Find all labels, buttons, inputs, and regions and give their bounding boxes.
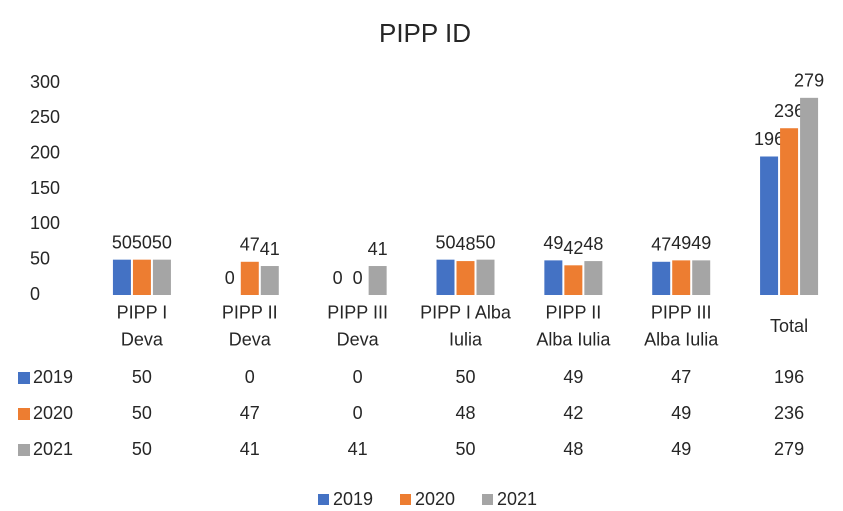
table-cell: 0 — [353, 403, 363, 423]
data-label: 50 — [475, 232, 495, 252]
x-tick-label: PIPP III Deva — [327, 302, 388, 349]
table-cell: 47 — [240, 403, 260, 423]
legend-label: 2020 — [415, 489, 455, 509]
table-cell: 41 — [240, 439, 260, 459]
table-row-label: 2019 — [33, 367, 73, 387]
data-label: 0 — [225, 268, 235, 288]
data-label: 49 — [671, 233, 691, 253]
table-cell: 236 — [774, 403, 804, 423]
y-tick-label: 250 — [30, 107, 60, 127]
table-cell: 279 — [774, 439, 804, 459]
table-cell: 50 — [132, 403, 152, 423]
legend-label: 2021 — [497, 489, 537, 509]
table-row-label: 2020 — [33, 403, 73, 423]
bar — [132, 259, 151, 295]
y-tick-label: 50 — [30, 248, 50, 268]
data-label: 47 — [651, 235, 671, 255]
data-label: 236 — [774, 101, 804, 121]
bar — [260, 266, 279, 295]
y-tick-label: 0 — [30, 284, 40, 304]
bar — [800, 97, 819, 295]
table-cell: 48 — [455, 403, 475, 423]
bar — [672, 260, 691, 295]
bar — [652, 261, 671, 295]
legend-key — [318, 494, 329, 505]
x-tick-label: PIPP II Deva — [222, 302, 278, 349]
table-cell: 48 — [563, 439, 583, 459]
chart-title: PIPP ID — [379, 18, 471, 48]
x-tick-label: PIPP I Alba Iulia — [420, 302, 512, 349]
y-tick-label: 200 — [30, 142, 60, 162]
y-tick-label: 300 — [30, 72, 60, 92]
data-label: 48 — [583, 234, 603, 254]
table-cell: 50 — [455, 439, 475, 459]
table-cell: 49 — [563, 367, 583, 387]
data-label: 279 — [794, 71, 824, 91]
data-label: 48 — [455, 234, 475, 254]
table-cell: 50 — [132, 439, 152, 459]
table-cell: 0 — [353, 367, 363, 387]
bar — [436, 259, 455, 295]
y-tick-label: 100 — [30, 213, 60, 233]
bar — [544, 260, 563, 295]
x-tick-label: Total — [770, 316, 808, 336]
data-label: 50 — [435, 232, 455, 252]
table-cell: 50 — [132, 367, 152, 387]
x-tick-label: PIPP III Alba Iulia — [644, 302, 719, 349]
table-cell: 49 — [671, 439, 691, 459]
table-row-label: 2021 — [33, 439, 73, 459]
data-label: 196 — [754, 129, 784, 149]
bar — [456, 261, 475, 295]
legend-key — [482, 494, 493, 505]
table-legend-key — [18, 408, 30, 420]
data-label: 50 — [112, 232, 132, 252]
legend-key — [400, 494, 411, 505]
data-label: 49 — [691, 233, 711, 253]
data-label: 47 — [240, 235, 260, 255]
data-label: 49 — [543, 233, 563, 253]
bar — [564, 265, 583, 295]
data-label: 0 — [353, 268, 363, 288]
bar — [692, 260, 711, 295]
table-legend-key — [18, 444, 30, 456]
bar — [112, 259, 131, 295]
data-label: 50 — [152, 232, 172, 252]
bar — [476, 259, 495, 295]
table-legend-key — [18, 372, 30, 384]
table-cell: 50 — [455, 367, 475, 387]
x-tick-label: PIPP I Deva — [117, 302, 168, 349]
data-label: 41 — [368, 239, 388, 259]
bar — [584, 261, 603, 295]
data-label: 41 — [260, 239, 280, 259]
bar — [780, 128, 799, 295]
bar — [368, 266, 387, 295]
legend-label: 2019 — [333, 489, 373, 509]
bar — [760, 156, 779, 295]
table-cell: 41 — [348, 439, 368, 459]
data-label: 42 — [563, 238, 583, 258]
table-cell: 0 — [245, 367, 255, 387]
table-cell: 42 — [563, 403, 583, 423]
bar — [240, 261, 259, 295]
table-cell: 49 — [671, 403, 691, 423]
y-tick-label: 150 — [30, 178, 60, 198]
data-label: 0 — [333, 268, 343, 288]
bar — [152, 259, 171, 295]
x-tick-label: PIPP II Alba Iulia — [536, 302, 611, 349]
table-cell: 196 — [774, 367, 804, 387]
table-cell: 47 — [671, 367, 691, 387]
data-label: 50 — [132, 232, 152, 252]
